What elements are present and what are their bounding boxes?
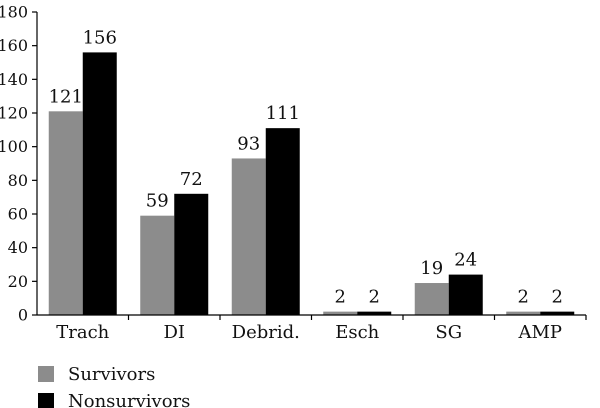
data-label: 59 — [146, 191, 169, 212]
x-axis: Trach DI Debrid. Esch SG AMP — [37, 314, 587, 343]
y-tick-label: 160 — [0, 36, 28, 55]
data-label: 121 — [49, 86, 83, 107]
data-label: 111 — [266, 103, 300, 124]
y-tick-label: 80 — [8, 171, 28, 190]
data-label: 2 — [518, 287, 529, 308]
data-label: 2 — [369, 287, 380, 308]
y-tick-label: 60 — [8, 205, 28, 224]
bar-nonsurvivors-esch — [357, 311, 392, 315]
bar-survivors-amp — [506, 311, 541, 315]
bar-nonsurvivors-debrid — [265, 128, 300, 315]
bar-survivors-di — [140, 215, 175, 315]
bars: 121 156 59 72 93 111 2 2 19 24 2 2 — [48, 27, 575, 316]
bar-survivors-debrid — [231, 158, 266, 315]
x-category-label: Esch — [335, 322, 379, 343]
data-label: 2 — [552, 287, 563, 308]
data-label: 72 — [180, 169, 203, 190]
y-tick-label: 180 — [0, 3, 28, 22]
data-label: 93 — [237, 133, 260, 154]
y-tick-label: 0 — [18, 306, 28, 325]
data-label: 24 — [454, 250, 477, 271]
x-category-label: Trach — [56, 322, 109, 343]
y-tick-label: 140 — [0, 70, 28, 89]
y-tick-label: 40 — [8, 238, 28, 257]
bar-nonsurvivors-di — [174, 193, 209, 315]
data-label: 2 — [335, 287, 346, 308]
y-axis: 0 20 40 60 80 100 120 140 160 180 — [0, 3, 38, 325]
legend-label-nonsurvivors: Nonsurvivors — [68, 391, 190, 408]
legend-swatch-survivors — [38, 366, 54, 382]
legend-swatch-nonsurvivors — [38, 393, 54, 408]
bar-nonsurvivors-sg — [448, 274, 483, 315]
x-category-label: DI — [163, 322, 185, 343]
bar-nonsurvivors-trach — [82, 52, 117, 316]
legend: Survivors Nonsurvivors — [38, 364, 190, 408]
bar-nonsurvivors-amp — [540, 311, 575, 315]
y-tick-label: 20 — [8, 272, 28, 291]
x-category-label: AMP — [517, 322, 562, 343]
bar-survivors-esch — [323, 311, 358, 315]
legend-label-survivors: Survivors — [68, 364, 155, 385]
x-category-label: SG — [435, 322, 462, 343]
x-category-label: Debrid. — [232, 322, 300, 343]
bar-survivors-sg — [414, 283, 449, 315]
data-label: 156 — [83, 27, 117, 48]
data-label: 19 — [420, 258, 443, 279]
y-tick-label: 120 — [0, 104, 28, 123]
bar-survivors-trach — [48, 111, 83, 315]
y-tick-label: 100 — [0, 137, 28, 156]
